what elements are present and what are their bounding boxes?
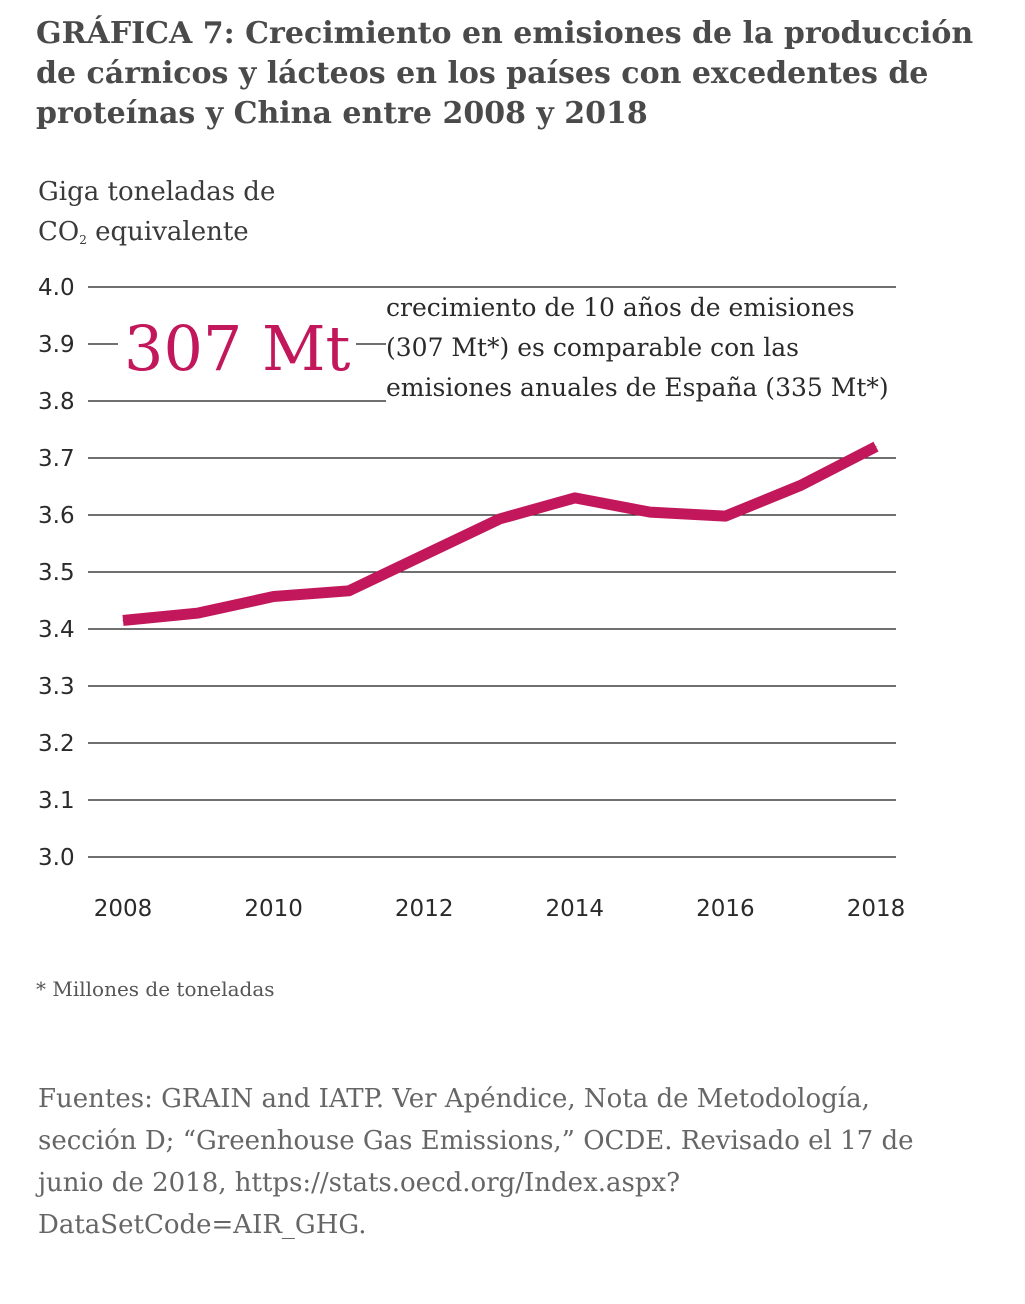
y-tick-label: 3.4 xyxy=(38,617,75,643)
data-point-2008 xyxy=(122,619,124,621)
y-axis-label-co: CO xyxy=(38,217,80,247)
y-tick-label: 3.1 xyxy=(38,788,75,814)
data-point-2018 xyxy=(875,446,877,448)
x-tick-label: 2008 xyxy=(94,896,153,922)
x-tick-label: 2012 xyxy=(395,896,454,922)
y-axis-label: Giga toneladas de CO2 equivalente xyxy=(38,172,275,260)
x-tick-label: 2014 xyxy=(546,896,605,922)
y-tick-label: 3.3 xyxy=(38,674,75,700)
annotation-value: 307 Mt xyxy=(118,312,357,386)
data-point-2013 xyxy=(499,518,500,520)
y-axis-label-sub: 2 xyxy=(79,233,87,247)
annotation-text: crecimiento de 10 años de emisiones (307… xyxy=(386,288,910,408)
chart-title: GRÁFICA 7: Crecimiento en emisiones de l… xyxy=(36,14,996,134)
y-tick-label: 3.2 xyxy=(38,731,75,757)
line-chart: 3.0 3.1 3.2 3.3 3.4 3.5 3.6 3.7 3.8 3.9 4.0 2008 201… xyxy=(38,275,906,922)
y-tick-label: 3.0 xyxy=(38,845,75,871)
data-point-2012 xyxy=(423,554,425,556)
data-point-2011 xyxy=(348,590,350,592)
y-axis-label-rest: equivalente xyxy=(95,217,249,247)
data-point-2010 xyxy=(273,596,275,598)
x-tick-label: 2010 xyxy=(244,896,303,922)
y-axis-label-line1: Giga toneladas de xyxy=(38,177,276,207)
data-point-2014 xyxy=(574,497,576,499)
y-tick-label: 3.5 xyxy=(38,560,75,586)
chart-title-text: Crecimiento en emisiones de la producció… xyxy=(36,16,974,131)
y-tick-label: 3.7 xyxy=(38,446,75,472)
x-tick-label: 2018 xyxy=(847,896,906,922)
series-line xyxy=(122,441,879,626)
data-point-2017 xyxy=(800,484,802,486)
y-axis-label-line2: CO2 equivalente xyxy=(38,212,275,260)
y-tick-label: 4.0 xyxy=(38,275,75,301)
y-tick-label: 3.8 xyxy=(38,389,75,415)
data-point-2016 xyxy=(724,515,726,517)
data-point-2015 xyxy=(649,511,651,513)
footnote: * Millones de toneladas xyxy=(36,977,275,1001)
chart-title-lead: GRÁFICA 7: xyxy=(36,16,235,51)
x-tick-label: 2016 xyxy=(696,896,755,922)
source-note: Fuentes: GRAIN and IATP. Ver Apéndice, N… xyxy=(38,1084,914,1240)
data-point-2009 xyxy=(197,612,199,614)
y-tick-label: 3.6 xyxy=(38,503,75,529)
y-tick-label: 3.9 xyxy=(38,332,75,358)
